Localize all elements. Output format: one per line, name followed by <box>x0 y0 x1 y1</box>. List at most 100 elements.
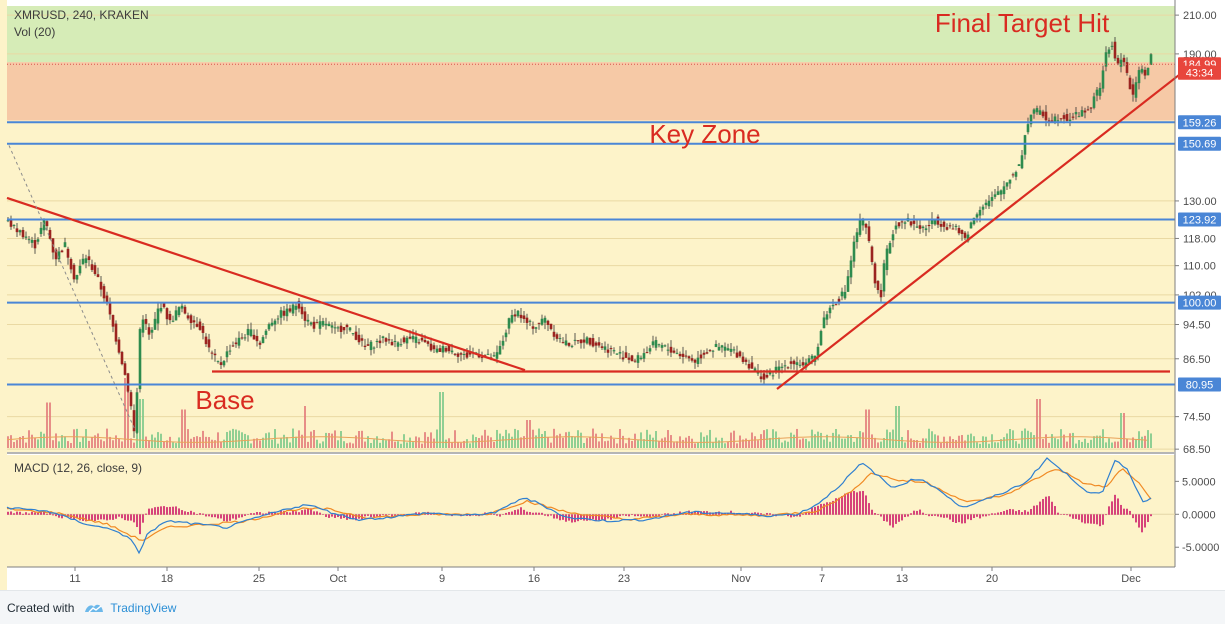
candle-body <box>303 311 307 321</box>
volume-bar <box>1009 429 1011 448</box>
histogram-bar <box>634 514 636 517</box>
volume-bar <box>1123 413 1125 448</box>
candle-body <box>135 392 139 433</box>
volume-bar <box>1126 438 1128 448</box>
candle-body <box>633 360 637 362</box>
histogram-bar <box>55 514 57 517</box>
volume-bar <box>808 441 810 448</box>
histogram-bar <box>1117 498 1119 515</box>
volume-bar <box>805 438 807 448</box>
histogram-bar <box>913 510 915 515</box>
histogram-bar <box>949 514 951 520</box>
candle-body <box>294 305 298 310</box>
candle-body <box>1068 119 1072 122</box>
histogram-bar <box>211 514 213 518</box>
histogram-bar <box>1144 514 1146 528</box>
volume-bar <box>415 436 417 448</box>
candle-body <box>300 306 304 315</box>
trendline-2[interactable] <box>776 71 1183 390</box>
volume-bar <box>7 436 9 448</box>
volume-bar <box>553 428 555 448</box>
volume-bar <box>334 430 336 448</box>
histogram-bar <box>1066 514 1068 516</box>
histogram-bar <box>595 514 597 522</box>
annotation-final-target-hit: Final Target Hit <box>935 8 1110 38</box>
volume-bar <box>577 430 579 448</box>
histogram-bar <box>520 507 522 515</box>
tradingview-link[interactable]: TradingView <box>110 600 177 615</box>
histogram-bar <box>316 511 318 515</box>
candle-body <box>21 229 25 238</box>
volume-bar <box>697 442 699 448</box>
candle-body <box>909 221 913 226</box>
candle-body <box>795 362 799 365</box>
histogram-bar <box>832 500 834 515</box>
candle-body <box>288 308 292 312</box>
histogram-bar <box>964 514 966 524</box>
volume-bar <box>394 441 396 448</box>
histogram-bar <box>1069 514 1071 517</box>
histogram-bar <box>604 514 606 521</box>
volume-bar <box>520 437 522 448</box>
candle-body <box>834 304 838 306</box>
candle-body <box>573 339 577 341</box>
volume-bar <box>931 431 933 448</box>
volume-bar <box>1015 441 1017 448</box>
volume-bar <box>1066 441 1068 448</box>
histogram-bar <box>877 514 879 515</box>
candle-body <box>1059 118 1063 120</box>
volume-bar <box>742 439 744 448</box>
volume-bar <box>283 434 285 448</box>
volume-bar <box>1042 439 1044 448</box>
histogram-bar <box>1123 508 1125 515</box>
candle-body <box>969 222 973 229</box>
histogram-bar <box>382 514 384 516</box>
volume-bar <box>1090 439 1092 448</box>
candle-body <box>648 348 652 352</box>
histogram-bar <box>340 514 342 519</box>
volume-bar <box>1060 429 1062 448</box>
candle-body <box>867 226 871 242</box>
volume-bar <box>598 441 600 448</box>
volume-bar <box>1057 439 1059 448</box>
volume-bar <box>295 436 297 448</box>
volume-bar <box>556 435 558 448</box>
volume-bar <box>898 406 900 448</box>
histogram-bar <box>943 514 945 518</box>
candle-body <box>99 281 103 290</box>
candle-body <box>843 291 847 299</box>
candle-body <box>57 251 61 260</box>
time-tick-label: 16 <box>528 573 540 585</box>
volume-bar <box>1075 443 1077 448</box>
histogram-bar <box>637 514 639 517</box>
histogram-bar <box>847 492 849 515</box>
candle-body <box>225 351 229 358</box>
candle-body <box>510 315 514 323</box>
volume-bar <box>133 442 135 448</box>
volume-bar <box>511 436 513 448</box>
histogram-bar <box>181 510 183 515</box>
volume-bar <box>730 432 732 448</box>
trendline-0[interactable] <box>6 196 526 372</box>
candle-body <box>1041 111 1045 117</box>
candle-body <box>783 365 787 367</box>
volume-bar <box>916 440 918 448</box>
volume-bar <box>478 437 480 448</box>
candle-body <box>477 355 481 358</box>
volume-bar <box>247 435 249 448</box>
histogram-bar <box>19 511 21 515</box>
candle-body <box>1101 70 1105 89</box>
volume-bar <box>1096 435 1098 448</box>
volume-bar <box>862 432 864 448</box>
volume-bar <box>796 428 798 448</box>
histogram-bar <box>868 503 870 515</box>
histogram-bar <box>235 514 237 520</box>
candle-body <box>747 364 751 369</box>
histogram-bar <box>667 513 669 515</box>
histogram-bar <box>1132 514 1134 519</box>
volume-bar <box>1120 413 1122 448</box>
tradingview-logo-icon[interactable] <box>83 601 105 615</box>
volume-bar <box>235 429 237 448</box>
volume-bar <box>934 434 936 448</box>
volume-bar <box>886 429 888 448</box>
